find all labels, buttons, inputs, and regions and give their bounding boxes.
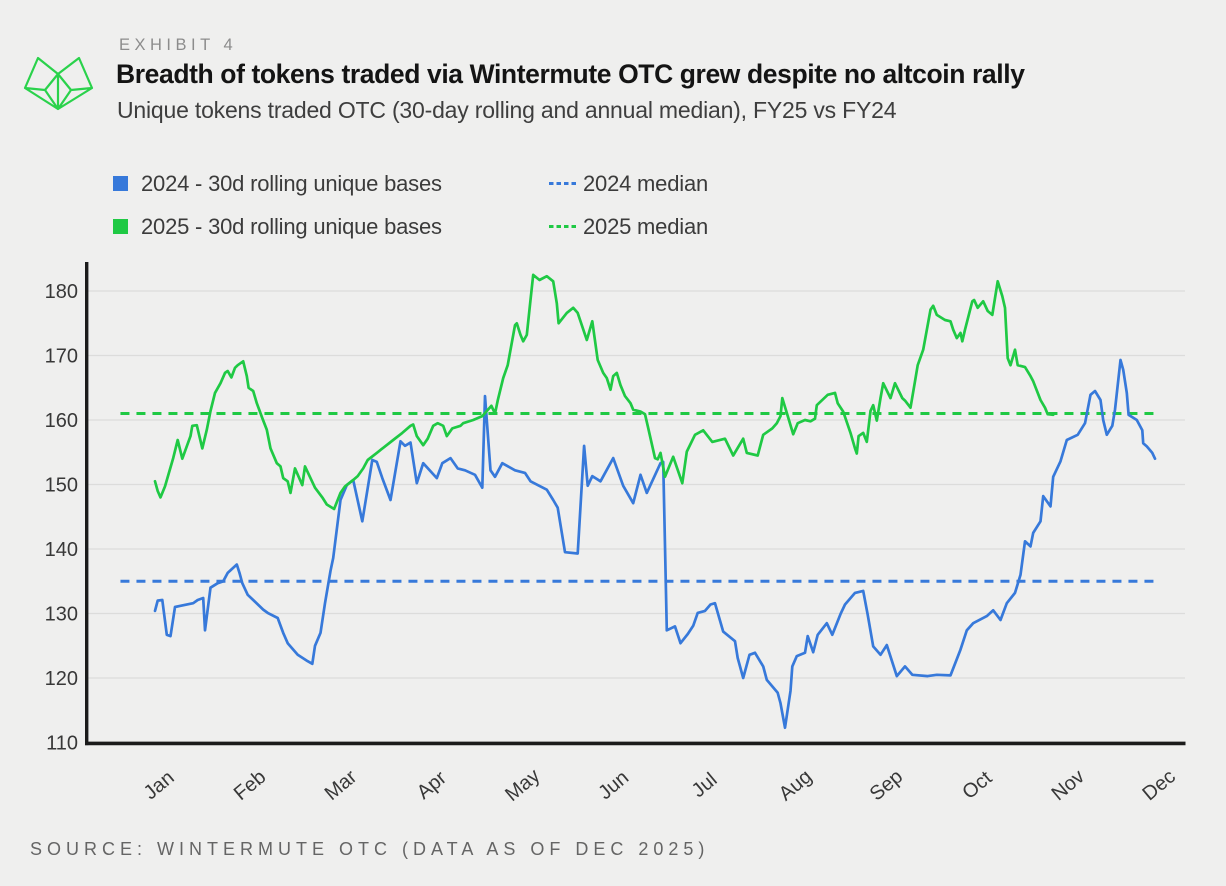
- legend-swatch-2025-series: [113, 219, 128, 234]
- wintermute-logo: [23, 56, 94, 111]
- y-tick-label: 120: [45, 668, 78, 690]
- y-tick-label: 140: [45, 539, 78, 561]
- series-line: [153, 273, 1055, 511]
- series-lines: [153, 273, 1157, 730]
- legend-swatch-2024-median: [549, 182, 577, 186]
- exhibit-label: EXHIBIT 4: [119, 36, 238, 54]
- source-note: SOURCE: WINTERMUTE OTC (DATA AS OF DEC 2…: [30, 839, 710, 859]
- x-tick-label: Jan: [140, 767, 179, 805]
- y-tick-label: 170: [45, 346, 78, 368]
- chart-subtitle: Unique tokens traded OTC (30-day rolling…: [117, 97, 897, 123]
- y-tick-label: 180: [45, 281, 78, 303]
- median-lines: [120, 412, 1157, 583]
- y-tick-label: 110: [46, 733, 78, 755]
- y-tick-label: 130: [45, 604, 78, 626]
- legend-swatch-2024-series: [113, 176, 128, 191]
- series-line: [153, 358, 1157, 730]
- axis-spines: [84, 262, 1186, 746]
- legend-label-2025-median: 2025 median: [583, 214, 709, 239]
- logo-mark: [23, 56, 94, 111]
- x-tick-label: Sep: [866, 766, 907, 806]
- x-tick-label: Nov: [1048, 766, 1089, 806]
- x-tick-label: Aug: [775, 766, 816, 806]
- y-tick-label: 150: [45, 475, 78, 497]
- legend-label-2024-median: 2024 median: [583, 171, 709, 196]
- legend-swatch-2025-median: [549, 225, 577, 229]
- page-title: Breadth of tokens traded via Wintermute …: [116, 59, 1025, 89]
- x-tick-label: Feb: [230, 766, 271, 805]
- x-tick-label: Mar: [321, 766, 362, 805]
- legend-label-2025-series: 2025 - 30d rolling unique bases: [141, 214, 442, 239]
- x-tick-label: Jul: [688, 769, 722, 802]
- x-tick-label: Jun: [594, 767, 633, 805]
- legend-label-2024-series: 2024 - 30d rolling unique bases: [141, 171, 442, 196]
- x-axis-labels: Jan Feb Mar Apr May Jun Jul Aug Sep Oct Nov Dec: [140, 765, 1180, 806]
- x-tick-label: May: [501, 765, 544, 806]
- x-tick-label: Dec: [1138, 766, 1179, 806]
- x-tick-label: Apr: [413, 767, 451, 804]
- x-tick-label: Oct: [958, 767, 996, 804]
- y-tick-label: 160: [45, 410, 78, 432]
- grid-lines: [86, 290, 1185, 679]
- y-axis-labels: 110 120 130 140 150 160 170 180: [45, 281, 78, 755]
